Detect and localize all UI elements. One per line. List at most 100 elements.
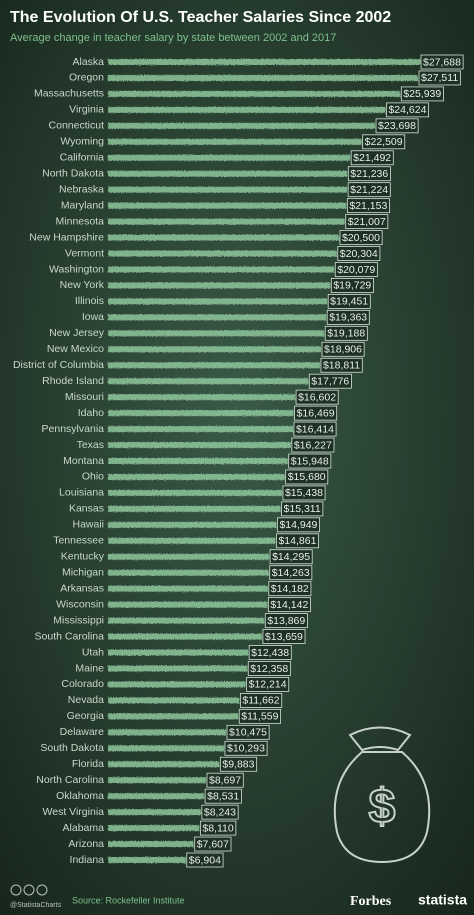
value-label: $14,263 xyxy=(272,567,310,579)
value-label: $8,531 xyxy=(207,790,239,802)
footer-source: Source: Rockefeller Institute xyxy=(72,895,185,905)
value-label-box xyxy=(327,293,371,309)
value-label: $16,414 xyxy=(296,423,334,435)
value-label: $14,861 xyxy=(278,535,316,547)
value-label-box xyxy=(238,708,281,724)
category-label: Massachusetts xyxy=(34,88,104,100)
bar xyxy=(108,489,282,496)
value-label-box xyxy=(347,166,391,182)
value-label-box xyxy=(294,405,338,421)
category-label: Arizona xyxy=(68,838,104,850)
value-label: $17,776 xyxy=(311,375,349,387)
value-label-box xyxy=(262,629,306,644)
bar xyxy=(108,553,270,560)
category-label: Oregon xyxy=(69,72,104,84)
category-label: Wisconsin xyxy=(56,598,104,610)
value-label: $13,659 xyxy=(265,631,303,643)
value-label-box xyxy=(320,357,363,373)
category-label: Utah xyxy=(82,646,104,658)
category-label: West Virginia xyxy=(43,806,105,818)
category-label: Hawaii xyxy=(72,519,104,531)
value-label-box xyxy=(321,341,365,357)
bar xyxy=(108,186,348,193)
category-label: North Carolina xyxy=(36,774,104,786)
value-label: $20,079 xyxy=(337,264,375,276)
bar xyxy=(108,617,265,624)
bar xyxy=(108,809,201,816)
value-label: $15,311 xyxy=(284,503,321,515)
value-label: $12,358 xyxy=(250,663,288,675)
category-label: Michigan xyxy=(62,567,104,579)
bar xyxy=(108,59,420,65)
value-label: $11,559 xyxy=(241,711,278,723)
bar xyxy=(108,218,345,225)
chart-title: The Evolution Of U.S. Teacher Salaries S… xyxy=(10,9,391,26)
category-label: Arkansas xyxy=(60,582,104,594)
bar xyxy=(108,154,351,161)
bar xyxy=(108,138,362,145)
value-label: $20,500 xyxy=(342,232,380,244)
bar xyxy=(108,314,327,321)
value-label: $14,949 xyxy=(279,519,317,531)
bar xyxy=(108,537,276,544)
value-label: $16,227 xyxy=(294,439,332,451)
footer-handle: @StatistaCharts xyxy=(10,902,62,909)
value-label: $16,602 xyxy=(298,391,336,403)
value-label: $23,698 xyxy=(378,120,416,132)
bar xyxy=(108,250,337,257)
category-label: Connecticut xyxy=(49,120,105,132)
bar xyxy=(108,697,240,704)
value-label-box xyxy=(224,740,268,756)
value-label: $10,475 xyxy=(229,727,267,739)
value-label: $27,688 xyxy=(423,56,461,68)
value-label: $14,182 xyxy=(271,583,309,595)
bar xyxy=(108,713,239,720)
category-label: Alaska xyxy=(72,56,104,68)
category-label: Louisiana xyxy=(59,487,104,499)
value-label-box xyxy=(277,517,320,533)
bar xyxy=(108,330,325,337)
bar xyxy=(108,362,320,369)
value-label-box xyxy=(362,134,406,150)
value-label-box xyxy=(267,597,311,613)
value-label: $12,438 xyxy=(251,647,289,659)
value-label-box xyxy=(386,102,429,118)
category-label: Nevada xyxy=(68,694,104,706)
bar xyxy=(108,761,220,768)
value-label: $11,662 xyxy=(242,695,279,707)
value-label-box xyxy=(326,309,370,325)
value-label-box xyxy=(400,86,444,102)
category-label: Rhode Island xyxy=(42,375,104,387)
bar xyxy=(108,649,249,656)
value-label-box xyxy=(226,724,270,740)
value-label: $18,811 xyxy=(323,360,360,372)
value-label-box xyxy=(186,852,224,868)
value-label: $13,869 xyxy=(267,615,305,627)
bar xyxy=(108,458,288,464)
value-label-box xyxy=(334,262,378,277)
value-label-box xyxy=(264,613,308,628)
value-label: $19,363 xyxy=(329,312,367,324)
value-label: $9,883 xyxy=(222,759,254,771)
money-bag-icon: $ xyxy=(333,726,431,864)
category-label: Vermont xyxy=(65,247,104,259)
value-label: $12,214 xyxy=(249,679,287,691)
value-label-box xyxy=(346,198,390,214)
category-label: Illinois xyxy=(75,295,104,307)
category-label: Indiana xyxy=(70,854,105,866)
bar xyxy=(108,442,291,449)
value-label-box xyxy=(337,246,381,261)
value-label-box xyxy=(247,661,291,676)
bar xyxy=(108,681,246,688)
bar xyxy=(108,729,227,736)
value-label-box xyxy=(418,70,461,86)
value-label: $19,188 xyxy=(327,328,365,340)
value-label-box xyxy=(347,182,391,198)
category-label: Kansas xyxy=(69,503,104,515)
value-label-box xyxy=(375,118,419,134)
value-label: $25,939 xyxy=(403,88,441,100)
value-label: $24,624 xyxy=(388,104,426,116)
bar xyxy=(108,410,294,417)
category-label: Maine xyxy=(75,662,104,674)
value-label: $19,729 xyxy=(333,280,371,292)
